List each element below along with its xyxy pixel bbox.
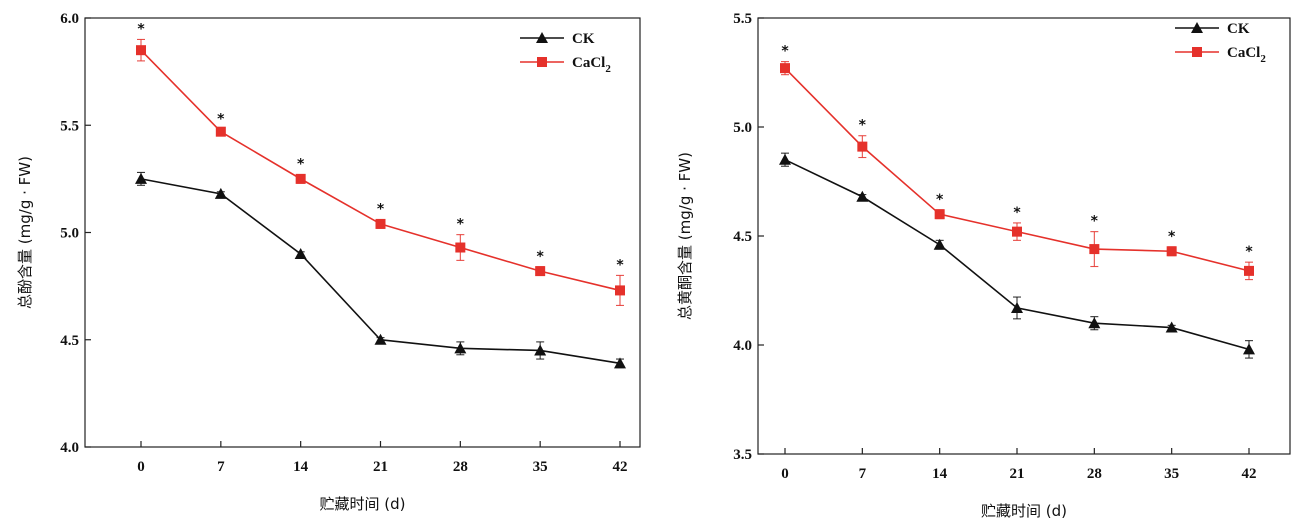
data-point-ck bbox=[374, 333, 387, 345]
legend-label-subscript: 2 bbox=[605, 63, 611, 75]
significance-star: * bbox=[297, 157, 305, 173]
significance-star: * bbox=[936, 192, 944, 208]
legend-label-subscript: 2 bbox=[1260, 53, 1266, 65]
data-point-cacl2 bbox=[1012, 226, 1022, 237]
data-point-ck bbox=[933, 238, 946, 250]
data-point-cacl2 bbox=[857, 141, 868, 152]
legend-label: CaCl2 bbox=[1227, 45, 1266, 65]
x-tick-label: 21 bbox=[1010, 466, 1025, 482]
data-point-cacl2 bbox=[1244, 265, 1254, 276]
chart-total-phenol: 4.0 4.5 5.0 5.5 6.0 0 7 14 21 28 35 42 贮藏时间 (d) 总酚含量 … bbox=[16, 11, 641, 513]
y-axis-title: 总酚含量 (mg/g · FW) bbox=[16, 156, 34, 309]
x-tick-label: 35 bbox=[1164, 466, 1179, 482]
significance-star: * bbox=[1168, 229, 1176, 245]
data-point-cacl2 bbox=[375, 218, 386, 229]
x-tick-label: 35 bbox=[533, 459, 548, 475]
y-tick-label: 4.5 bbox=[60, 333, 79, 349]
data-point-cacl2 bbox=[535, 266, 546, 277]
significance-star: * bbox=[137, 21, 145, 37]
chart-svg-total-flavonoid: 3.5 4.0 4.5 5.0 5.5 0 7 14 21 28 35 42 贮藏时间 (d) 总黄酮含量… bbox=[676, 11, 1291, 520]
data-point-ck bbox=[779, 153, 791, 165]
y-tick-label: 5.0 bbox=[733, 120, 752, 136]
x-tick-label: 7 bbox=[217, 459, 225, 475]
phenol-series-ck bbox=[135, 171, 626, 369]
significance-star: * bbox=[781, 44, 789, 60]
significance-star: * bbox=[1013, 205, 1021, 221]
significance-star: * bbox=[616, 257, 624, 273]
legend-marker-cacl2 bbox=[537, 57, 547, 67]
x-tick-label: 14 bbox=[932, 466, 948, 482]
x-tick-label: 0 bbox=[781, 466, 789, 482]
significance-star: * bbox=[859, 118, 867, 134]
x-tick-label: 28 bbox=[453, 459, 468, 475]
chart-total-flavonoid: 3.5 4.0 4.5 5.0 5.5 0 7 14 21 28 35 42 贮藏时间 (d) 总黄酮含量… bbox=[650, 0, 1299, 532]
y-tick-label: 5.0 bbox=[60, 226, 79, 242]
legend-label-main: CaCl bbox=[572, 55, 605, 71]
data-point-ck bbox=[1165, 321, 1178, 333]
x-tick-label: 28 bbox=[1087, 466, 1102, 482]
data-point-cacl2 bbox=[1166, 246, 1177, 257]
data-point-cacl2 bbox=[455, 242, 466, 253]
phenol-series-cacl2: * * * * * * * bbox=[136, 21, 625, 306]
data-point-ck bbox=[454, 342, 467, 354]
legend-label-main: CaCl bbox=[1227, 45, 1260, 61]
data-point-ck bbox=[1088, 317, 1101, 329]
chart-svg-total-phenol: 4.0 4.5 5.0 5.5 6.0 0 7 14 21 28 35 42 贮藏时间 (d) 总酚含量 … bbox=[16, 11, 641, 513]
data-point-ck bbox=[534, 344, 547, 356]
flavonoid-series-cacl2: * * * * * * * bbox=[780, 44, 1254, 281]
phenol-legend: CK CaCl2 bbox=[520, 31, 611, 75]
series-line-ck bbox=[784, 158, 1250, 351]
data-point-cacl2 bbox=[780, 63, 790, 74]
x-axis-title: 贮藏时间 (d) bbox=[320, 495, 406, 513]
data-point-cacl2 bbox=[136, 45, 146, 56]
x-tick-label: 42 bbox=[1242, 466, 1257, 482]
significance-star: * bbox=[1091, 214, 1099, 230]
plot-frame bbox=[757, 17, 1291, 455]
y-tick-label: 5.5 bbox=[733, 11, 752, 27]
flavonoid-legend: CK CaCl2 bbox=[1175, 21, 1266, 65]
y-tick-label: 5.5 bbox=[60, 118, 79, 134]
y-axis-title: 总黄酮含量 (mg/g · FW) bbox=[676, 152, 694, 320]
y-tick-label: 4.5 bbox=[733, 229, 752, 245]
x-tick-label: 0 bbox=[137, 459, 145, 475]
flavonoid-series-ck bbox=[779, 152, 1255, 359]
significance-star: * bbox=[537, 249, 545, 265]
x-tick-label: 42 bbox=[613, 459, 628, 475]
significance-star: * bbox=[457, 217, 465, 233]
data-point-cacl2 bbox=[934, 209, 945, 220]
legend-marker-ck bbox=[1191, 22, 1203, 33]
data-point-ck bbox=[614, 357, 626, 369]
data-point-ck bbox=[1011, 301, 1023, 313]
legend-marker-ck bbox=[536, 32, 548, 43]
data-point-cacl2 bbox=[615, 285, 625, 296]
data-point-ck bbox=[294, 247, 307, 259]
significance-star: * bbox=[1245, 244, 1253, 260]
data-point-ck bbox=[856, 190, 869, 202]
series-line-cacl2 bbox=[140, 49, 621, 292]
data-point-cacl2 bbox=[215, 126, 226, 137]
legend-label: CK bbox=[572, 31, 595, 47]
x-tick-label: 7 bbox=[859, 466, 867, 482]
data-point-ck bbox=[214, 187, 227, 199]
data-point-cacl2 bbox=[295, 173, 306, 184]
significance-star: * bbox=[377, 202, 385, 218]
significance-star: * bbox=[217, 112, 225, 128]
data-point-cacl2 bbox=[1089, 244, 1100, 255]
legend-label: CK bbox=[1227, 21, 1250, 37]
y-tick-label: 4.0 bbox=[733, 338, 752, 354]
plot-frame bbox=[84, 17, 641, 448]
y-tick-label: 3.5 bbox=[733, 447, 752, 463]
y-tick-label: 4.0 bbox=[60, 440, 79, 456]
y-tick-label: 6.0 bbox=[60, 11, 79, 27]
legend-marker-cacl2 bbox=[1192, 47, 1202, 57]
x-axis-title: 贮藏时间 (d) bbox=[981, 502, 1067, 520]
data-point-ck bbox=[1243, 343, 1255, 355]
x-tick-label: 14 bbox=[293, 459, 309, 475]
data-point-ck bbox=[135, 172, 147, 184]
x-tick-label: 21 bbox=[373, 459, 388, 475]
legend-label: CaCl2 bbox=[572, 55, 611, 75]
